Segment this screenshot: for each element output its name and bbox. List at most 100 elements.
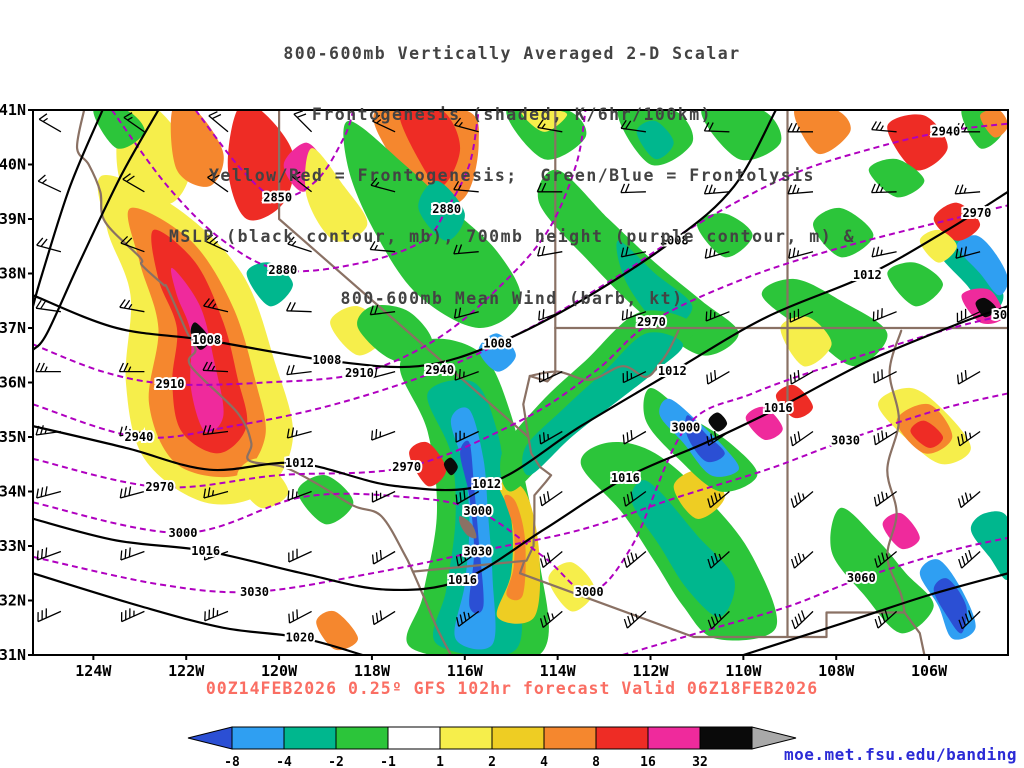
- lon-axis-label: 110W: [725, 662, 762, 680]
- contour-label: 2940: [124, 430, 153, 444]
- colorbar-segment: [231, 726, 285, 750]
- title-line: Frontogenesis (shaded, K/6hr/100km): [311, 105, 713, 125]
- shade-region: [910, 420, 944, 448]
- wind-barb: [706, 430, 730, 447]
- contour-label: 1008: [312, 353, 341, 367]
- wind-barb: [454, 117, 479, 133]
- wind-barb: [119, 299, 145, 313]
- wind-barb: [539, 430, 563, 445]
- wind-barb: [872, 308, 897, 322]
- wind-barb: [620, 246, 647, 258]
- contour-label: 1016: [611, 471, 640, 485]
- wind-barb: [621, 309, 647, 321]
- wind-barb: [873, 490, 897, 507]
- wind-barb: [707, 610, 730, 630]
- shade-region: [443, 457, 458, 476]
- contour-label: 2970: [392, 460, 421, 474]
- contour-label: 2880: [268, 263, 297, 277]
- shade-region: [887, 114, 948, 171]
- shade-region: [631, 480, 735, 618]
- shade-region: [297, 474, 354, 525]
- wind-barb: [453, 244, 479, 255]
- wind-barb: [208, 111, 229, 133]
- wind-barb: [703, 184, 730, 195]
- wind-barb: [293, 110, 313, 133]
- wind-barb: [372, 114, 396, 133]
- wind-barb: [453, 307, 479, 319]
- wind-barb: [36, 547, 62, 561]
- wind-barb: [202, 361, 229, 373]
- wind-barb: [454, 369, 479, 381]
- wind-barb: [453, 180, 479, 193]
- wind-barb: [955, 246, 981, 259]
- lat-axis-label: 38N: [0, 265, 26, 283]
- mslp-contour: [743, 572, 1008, 655]
- wind-barb: [703, 122, 730, 133]
- wind-barb: [790, 430, 814, 447]
- credit-url-link[interactable]: moe.met.fsu.edu/banding: [784, 745, 1018, 764]
- contour-label: 1012: [472, 477, 501, 491]
- wind-barb: [286, 427, 312, 439]
- contour-label: 3000: [993, 308, 1022, 322]
- wind-barb: [35, 362, 61, 373]
- colorbar-segment: [335, 726, 389, 750]
- shade-region: [548, 562, 595, 612]
- lon-axis-label: 108W: [818, 662, 855, 680]
- contour-label: 3030: [831, 433, 860, 447]
- wind-barb: [704, 247, 730, 259]
- wind-barb: [539, 610, 563, 628]
- wind-barb: [202, 424, 229, 436]
- wind-barb: [707, 551, 730, 569]
- lake-outline: [458, 516, 477, 539]
- wind-barb: [538, 309, 563, 321]
- height-contour: [33, 110, 587, 386]
- wind-barb: [207, 172, 229, 193]
- wind-barb: [791, 610, 814, 630]
- contour-label: 3000: [169, 526, 198, 540]
- colorbar-tick-label: 4: [540, 755, 548, 768]
- contour-label: 2850: [263, 191, 292, 205]
- colorbar-tick-label: -2: [328, 755, 344, 768]
- wind-barb: [874, 551, 898, 568]
- colorbar-tick-label: 8: [592, 755, 600, 768]
- shade-region: [418, 180, 465, 241]
- shade-region: [506, 110, 587, 160]
- wind-barb: [287, 236, 312, 253]
- wind-barb: [371, 429, 396, 441]
- contour-label: 1016: [191, 544, 220, 558]
- shade-region: [970, 511, 1008, 580]
- wind-barb: [120, 235, 145, 253]
- lon-axis-label: 118W: [354, 662, 391, 680]
- contour-label: 1008: [192, 333, 221, 347]
- colorbar-segment: [543, 726, 597, 750]
- contour-label: 2880: [432, 202, 461, 216]
- wind-barb: [539, 551, 563, 568]
- colorbar-segment: [283, 726, 337, 750]
- wind-barb: [957, 430, 981, 447]
- wind-barb: [371, 490, 396, 503]
- colorbar-tick-label: -8: [224, 755, 240, 768]
- wind-barb: [122, 173, 145, 193]
- wind-barb: [204, 234, 229, 253]
- shade-region: [316, 610, 358, 651]
- wind-barb: [873, 369, 897, 384]
- shade-region: [696, 213, 753, 258]
- wind-barb: [536, 182, 563, 193]
- wind-barb: [288, 548, 312, 563]
- contour-label: 3000: [575, 585, 604, 599]
- wind-barb: [287, 488, 312, 501]
- shade-region: [794, 110, 851, 154]
- wind-barb: [873, 430, 897, 446]
- shade-region: [170, 267, 224, 433]
- wind-barb: [956, 370, 981, 385]
- wind-barb: [120, 608, 145, 623]
- wind-barb: [538, 370, 563, 383]
- shade-region: [882, 512, 920, 550]
- mslp-contour: [33, 572, 363, 655]
- wind-barb: [789, 308, 814, 323]
- forecast-valid-text: 00Z14FEB2026 0.25º GFS 102hr forecast Va…: [205, 679, 819, 698]
- wind-barb: [118, 362, 145, 373]
- contour-label: 1008: [483, 336, 512, 350]
- wind-barb: [204, 607, 229, 622]
- contour-label: 3060: [847, 571, 876, 585]
